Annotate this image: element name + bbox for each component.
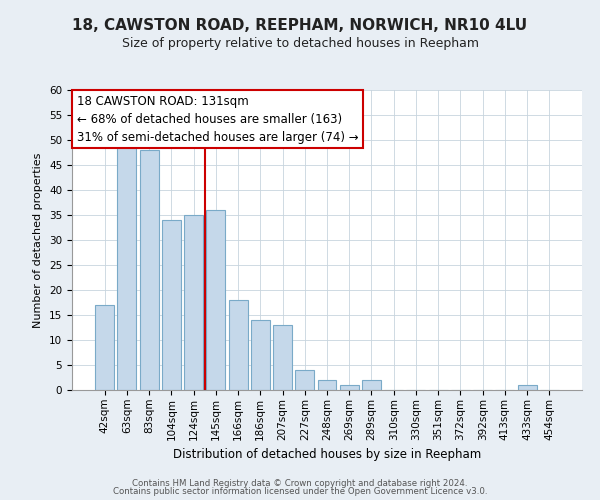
- Bar: [340, 385, 359, 390]
- Bar: [229, 300, 248, 390]
- Bar: [95, 305, 114, 390]
- Bar: [118, 145, 136, 390]
- Bar: [206, 210, 225, 390]
- X-axis label: Distribution of detached houses by size in Reepham: Distribution of detached houses by size …: [173, 448, 481, 461]
- Bar: [162, 220, 181, 390]
- Bar: [273, 325, 292, 390]
- Text: Contains HM Land Registry data © Crown copyright and database right 2024.: Contains HM Land Registry data © Crown c…: [132, 478, 468, 488]
- Bar: [518, 385, 536, 390]
- Bar: [362, 380, 381, 390]
- Bar: [184, 215, 203, 390]
- Text: 18, CAWSTON ROAD, REEPHAM, NORWICH, NR10 4LU: 18, CAWSTON ROAD, REEPHAM, NORWICH, NR10…: [73, 18, 527, 32]
- Text: Size of property relative to detached houses in Reepham: Size of property relative to detached ho…: [121, 38, 479, 51]
- Bar: [140, 150, 158, 390]
- Bar: [295, 370, 314, 390]
- Text: Contains public sector information licensed under the Open Government Licence v3: Contains public sector information licen…: [113, 487, 487, 496]
- Bar: [317, 380, 337, 390]
- Y-axis label: Number of detached properties: Number of detached properties: [34, 152, 43, 328]
- Bar: [251, 320, 270, 390]
- Text: 18 CAWSTON ROAD: 131sqm
← 68% of detached houses are smaller (163)
31% of semi-d: 18 CAWSTON ROAD: 131sqm ← 68% of detache…: [77, 94, 359, 144]
